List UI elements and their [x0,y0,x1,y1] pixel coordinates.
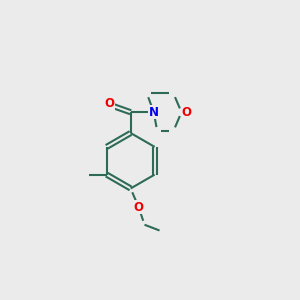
Text: O: O [182,106,192,119]
Text: O: O [105,97,115,110]
Text: N: N [149,106,159,119]
Text: O: O [134,201,144,214]
